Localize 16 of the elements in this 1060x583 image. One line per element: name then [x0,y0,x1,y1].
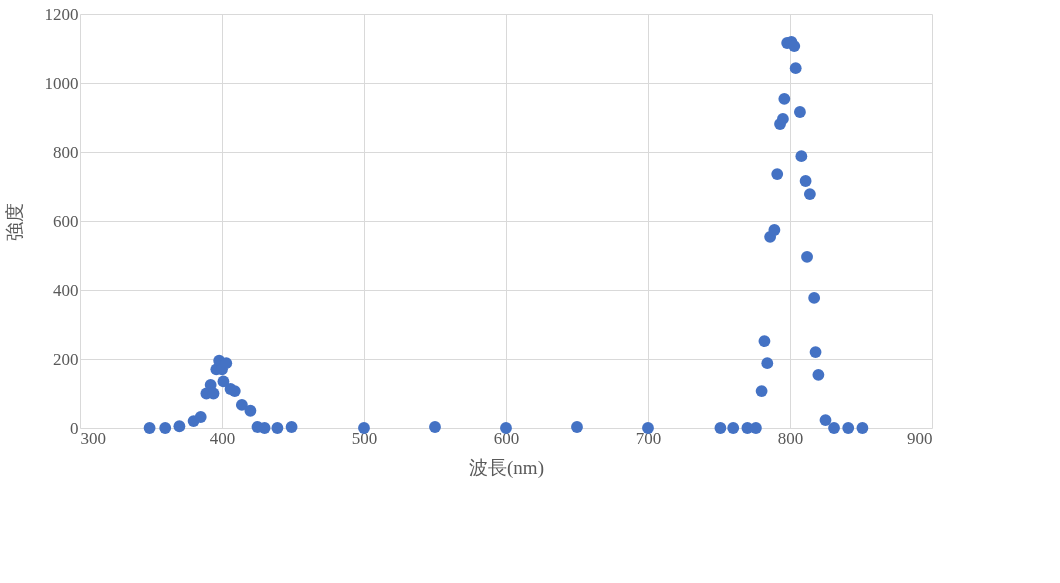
y-axis-title: 強度 [3,202,25,241]
x-tick-label: 700 [635,428,662,448]
y-tick-label: 600 [53,211,79,231]
y-tick-label: 0 [70,418,79,438]
x-tick-label: 500 [351,428,378,448]
x-tick-label: 600 [493,428,520,448]
y-tick-label: 1000 [44,73,79,93]
y-tick-label: 1200 [44,4,79,24]
y-tick-label: 200 [53,349,79,369]
x-tick-label: 900 [907,428,933,448]
x-tick-label: 300 [80,428,106,448]
y-tick-label: 400 [53,280,79,300]
y-tick-label: 800 [53,142,79,162]
x-tick-label: 400 [209,428,236,448]
x-tick-label: 800 [777,428,804,448]
x-axis-title: 波長(nm) [469,456,544,479]
